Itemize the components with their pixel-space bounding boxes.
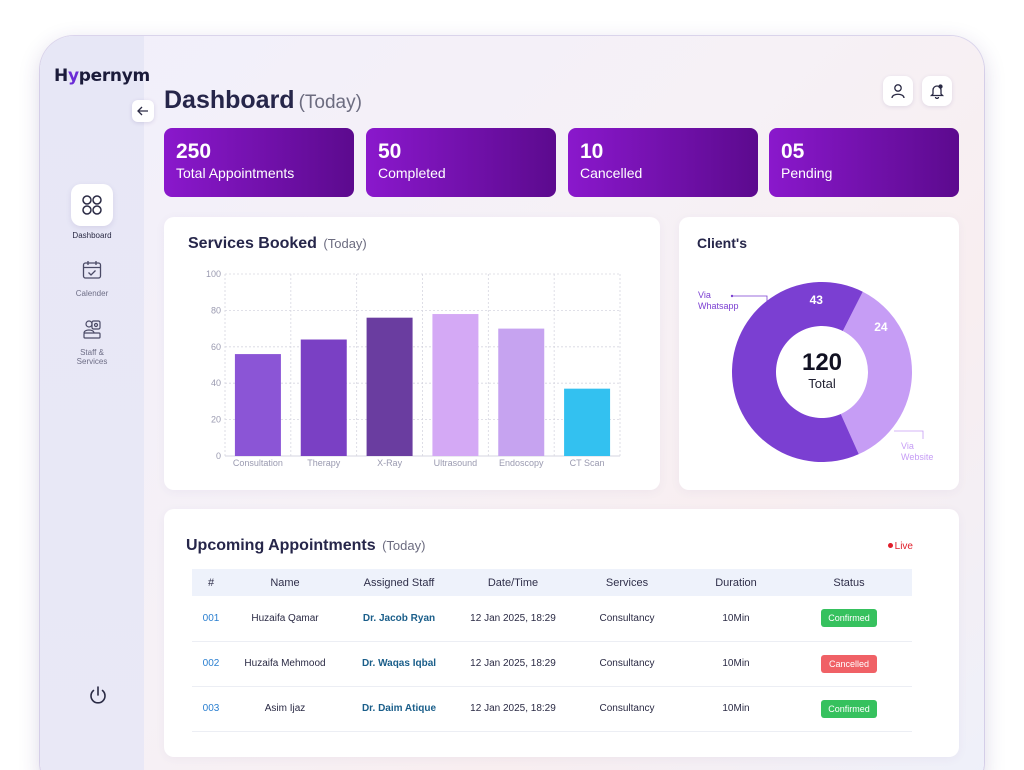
app-window: Hypernym Dashboard Calender xyxy=(40,36,984,770)
status-cell: Confirmed xyxy=(786,596,912,641)
appointment-service: Consultancy xyxy=(599,703,655,714)
appointments-table: # Name Assigned Staff Date/Time Services… xyxy=(192,569,912,732)
sidebar-item-label: Staff & Services xyxy=(76,348,108,366)
live-dot-icon xyxy=(887,543,893,548)
appointment-service: Consultancy xyxy=(599,658,655,669)
sidebar-item-staff-services[interactable]: Staff & Services xyxy=(40,315,144,366)
clients-title: Client's xyxy=(697,235,748,251)
y-tick-label: 60 xyxy=(211,342,221,352)
page-title: Dashboard (Today) xyxy=(164,86,362,114)
logo: Hypernym xyxy=(54,66,150,86)
column-header: Date/Time xyxy=(487,576,539,589)
patient-name: Huzaifa Qamar xyxy=(251,612,319,624)
appointment-id[interactable]: 003 xyxy=(202,703,220,714)
legend-website-label: Website xyxy=(901,452,933,462)
appointment-id[interactable]: 002 xyxy=(202,658,220,669)
user-icon[interactable] xyxy=(883,76,913,106)
status-badge[interactable]: Confirmed xyxy=(821,699,877,718)
status-badge[interactable]: Confirmed xyxy=(821,609,877,628)
staff-icon xyxy=(71,315,113,343)
appointment-service: Consultancy xyxy=(599,612,655,624)
appointment-datetime: 12 Jan 2025, 18:29 xyxy=(470,612,556,624)
stat-card-total-appointments[interactable]: 250 Total Appointments xyxy=(164,128,354,197)
bar-x-ray xyxy=(366,317,413,456)
x-tick-label: Therapy xyxy=(307,458,341,468)
stat-card-cancelled[interactable]: 10 Cancelled xyxy=(568,128,758,197)
appointment-datetime: 12 Jan 2025, 18:29 xyxy=(470,703,556,714)
column-header: Assigned Staff xyxy=(363,576,435,589)
appointment-duration: 10Min xyxy=(722,612,750,624)
upcoming-appointments-card: Upcoming Appointments (Today) Live # Nam… xyxy=(164,509,959,757)
y-tick-label: 20 xyxy=(211,415,221,425)
y-tick-label: 40 xyxy=(211,378,221,388)
bell-icon[interactable] xyxy=(922,76,952,106)
legend-whatsapp-label: Via xyxy=(698,290,711,300)
y-tick-label: 0 xyxy=(216,451,221,461)
appointment-duration: 10Min xyxy=(722,658,750,669)
back-arrow-icon[interactable] xyxy=(132,100,154,122)
patient-name: Asim Ijaz xyxy=(264,703,306,714)
legend-whatsapp-label: Whatsapp xyxy=(698,301,739,311)
column-header: Status xyxy=(833,576,865,589)
slice-value-label: 24 xyxy=(874,320,888,334)
table-row[interactable]: 001 Huzaifa Qamar Dr. Jacob Ryan 12 Jan … xyxy=(192,596,912,641)
legend-pointer-line xyxy=(732,295,768,307)
donut-total-value: 120 xyxy=(802,349,842,376)
patient-name: Huzaifa Mehmood xyxy=(244,658,326,669)
assigned-staff[interactable]: Dr. Jacob Ryan xyxy=(362,612,436,624)
assigned-staff[interactable]: Dr. Waqas Iqbal xyxy=(361,658,437,669)
stat-card-pending[interactable]: 05 Pending xyxy=(769,128,959,197)
y-tick-label: 100 xyxy=(206,269,221,279)
sidebar-item-calender[interactable]: Calender xyxy=(40,256,144,298)
services-booked-card: Services Booked (Today) 0 20 40 60 80 100 Cons… xyxy=(164,217,660,490)
slice-via-whatsapp xyxy=(732,282,863,462)
assigned-staff[interactable]: Dr. Daim Atique xyxy=(361,703,437,714)
appointments-title: Upcoming Appointments (Today) xyxy=(186,537,426,554)
column-header: Duration xyxy=(715,576,757,589)
slice-value-label: 43 xyxy=(810,293,824,307)
table-header-row: # Name Assigned Staff Date/Time Services… xyxy=(192,569,912,596)
bar-ultrasound xyxy=(432,314,479,456)
sidebar: Hypernym Dashboard Calender xyxy=(40,36,150,770)
bar-consultation xyxy=(234,354,281,456)
x-tick-label: X-Ray xyxy=(377,458,403,468)
sidebar-item-dashboard[interactable]: Dashboard xyxy=(40,184,144,240)
x-tick-label: Endoscopy xyxy=(499,458,544,468)
x-tick-label: CT Scan xyxy=(570,458,605,468)
bar-therapy xyxy=(300,339,347,456)
grid-icon xyxy=(71,184,113,226)
services-booked-title: Services Booked (Today) xyxy=(188,235,367,252)
slice-via-website xyxy=(840,291,912,455)
status-badge[interactable]: Cancelled xyxy=(821,654,877,673)
appointment-duration: 10Min xyxy=(722,703,750,714)
legend-website-label: Via xyxy=(901,441,914,451)
clients-card: Client's 24 43 120 Total Via Whatsapp Via Websi… xyxy=(679,217,959,490)
live-indicator: Live xyxy=(887,541,913,552)
stat-card-completed[interactable]: 50 Completed xyxy=(366,128,556,197)
sidebar-item-label: Calender xyxy=(75,289,109,298)
power-icon[interactable] xyxy=(87,684,109,706)
status-cell: Cancelled xyxy=(786,641,912,686)
x-tick-label: Consultation xyxy=(233,458,283,468)
table-row[interactable]: 002 Huzaifa Mehmood Dr. Waqas Iqbal 12 J… xyxy=(192,641,912,686)
appointment-datetime: 12 Jan 2025, 18:29 xyxy=(470,658,556,669)
legend-pointer-line xyxy=(894,430,924,439)
appointment-id[interactable]: 001 xyxy=(202,612,220,624)
bar-ct-scan xyxy=(564,388,611,456)
column-header: Name xyxy=(270,576,300,589)
status-cell: Confirmed xyxy=(786,686,912,731)
services-bar-chart: 0 20 40 60 80 100 Consultation Therapy X-Ray Ultr… xyxy=(206,269,621,468)
x-tick-label: Ultrasound xyxy=(434,458,478,468)
column-header: Services xyxy=(605,576,649,589)
y-tick-label: 80 xyxy=(211,305,221,315)
sidebar-item-label: Dashboard xyxy=(72,231,112,240)
table-row[interactable]: 003 Asim Ijaz Dr. Daim Atique 12 Jan 202… xyxy=(192,686,912,731)
column-header: # xyxy=(207,576,215,589)
calendar-check-icon xyxy=(71,256,113,284)
donut-total-label: Total xyxy=(808,376,836,391)
bar-endoscopy xyxy=(498,328,545,456)
